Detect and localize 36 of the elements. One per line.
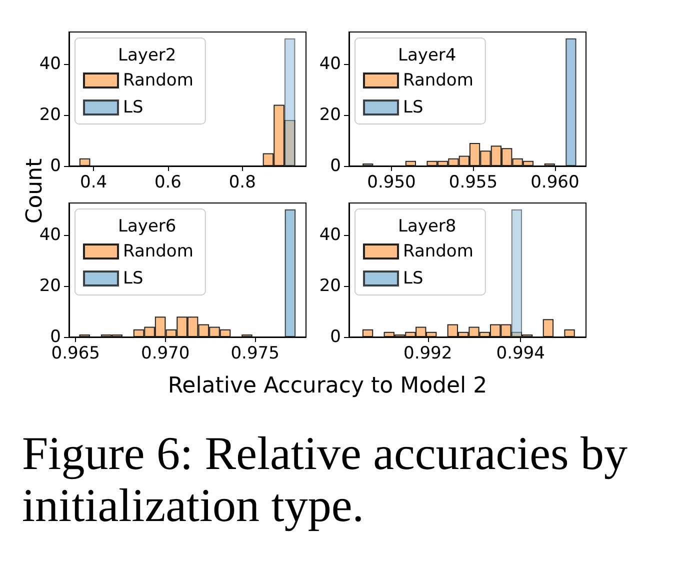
- legend-label: LS: [123, 98, 144, 118]
- x-tick-label: 0.994: [496, 344, 545, 364]
- y-tick-label: 40: [39, 224, 61, 245]
- x-tick-label: 0.975: [230, 344, 280, 364]
- y-tick-label: 0: [330, 156, 341, 176]
- y-tick-label: 20: [39, 276, 61, 296]
- legend-label: Random: [403, 242, 474, 262]
- x-tick-label: 0.992: [404, 344, 452, 364]
- x-tick-label: 0.960: [530, 172, 580, 192]
- legend-label: LS: [403, 268, 424, 288]
- y-tick-label: 0: [50, 156, 61, 176]
- y-axis-title: Count: [22, 158, 48, 224]
- x-tick-label: 0.970: [141, 344, 190, 364]
- legend-label: Random: [123, 242, 194, 262]
- legend-title: Layer2: [118, 46, 176, 66]
- y-tick-label: 20: [319, 104, 341, 125]
- x-tick-label: 0.6: [154, 172, 182, 192]
- legend-label: LS: [123, 268, 144, 288]
- legend-title: Layer4: [398, 46, 456, 66]
- legend-label: LS: [403, 98, 424, 118]
- caption: Figure 6: Relative accuracies by initialization type.: [22, 428, 629, 532]
- y-tick-label: 40: [39, 54, 61, 74]
- legend-label: Random: [123, 70, 194, 90]
- legend-label: Random: [403, 70, 474, 90]
- y-tick-label: 20: [319, 276, 341, 296]
- y-tick-label: 40: [319, 224, 341, 245]
- y-tick-label: 20: [39, 104, 61, 125]
- legend-title: Layer8: [398, 216, 456, 236]
- y-tick-label: 0: [330, 327, 341, 347]
- y-tick-label: 40: [319, 54, 341, 74]
- x-tick-label: 0.8: [228, 172, 256, 192]
- legend-title: Layer6: [118, 216, 176, 236]
- x-tick-label: 0.4: [80, 172, 108, 192]
- x-axis-title: Relative Accuracy to Model 2: [168, 374, 488, 398]
- x-tick-label: 0.950: [367, 172, 416, 192]
- x-tick-label: 0.955: [448, 172, 498, 192]
